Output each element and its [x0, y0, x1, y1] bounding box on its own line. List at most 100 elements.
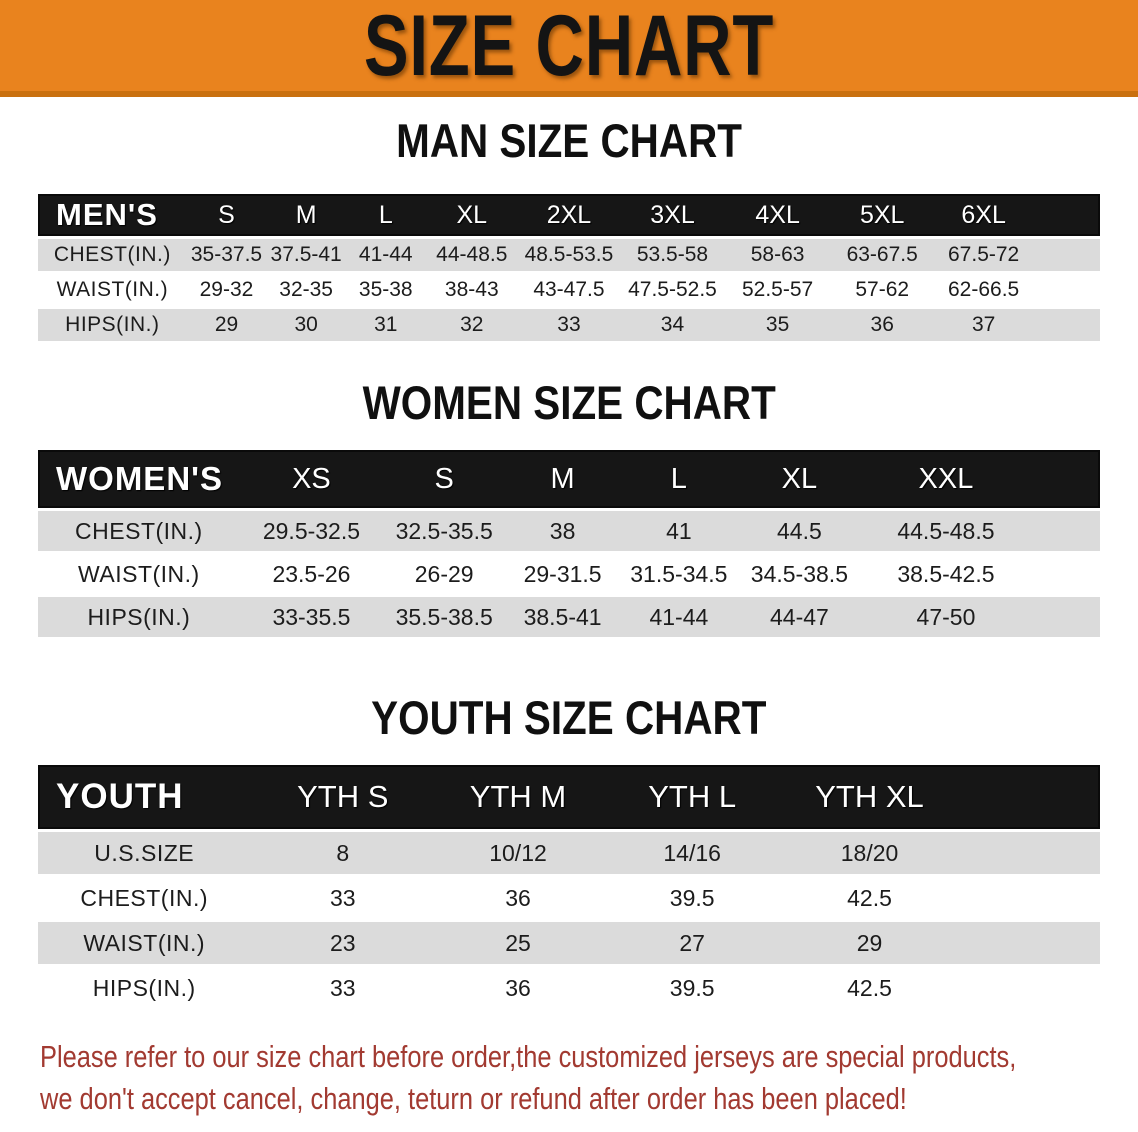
size-column-header: YTH M — [435, 765, 601, 829]
size-value-cell: 67.5-72 — [934, 239, 1033, 271]
size-value-cell: 62-66.5 — [934, 274, 1033, 306]
youth-chart-heading-text: YOUTH SIZE CHART — [371, 691, 767, 744]
size-value-cell: 35-38 — [345, 274, 426, 306]
size-column-header: 5XL — [830, 194, 935, 236]
row-label: CHEST(IN.) — [38, 877, 251, 919]
size-value-cell: 58-63 — [725, 239, 831, 271]
measurement-row: WAIST(IN.) 29-32 32-35 35-38 38-43 43-47.5 47.… — [38, 274, 1100, 306]
size-value-cell: 43-47.5 — [517, 274, 620, 306]
size-value-cell: 31.5-34.5 — [619, 554, 738, 594]
measurement-row: CHEST(IN.) 33 36 39.5 42.5 — [38, 877, 1100, 919]
size-value-cell: 47-50 — [861, 597, 1031, 637]
measurement-row: HIPS(IN.) 33 36 39.5 42.5 — [38, 967, 1100, 1009]
row-label: HIPS(IN.) — [38, 967, 251, 1009]
size-header-row: YOUTH YTH S YTH M YTH L YTH XL — [38, 765, 1100, 829]
table-title-cell: YOUTH — [38, 765, 251, 829]
measurement-row: WAIST(IN.) 23 25 27 29 — [38, 922, 1100, 964]
size-column-header: 4XL — [725, 194, 831, 236]
women-chart-heading: WOMEN SIZE CHART — [0, 377, 1138, 429]
size-value-cell: 41-44 — [345, 239, 426, 271]
size-value-cell: 41 — [619, 511, 738, 551]
size-column-header: L — [619, 450, 738, 508]
size-value-cell: 38.5-41 — [505, 597, 620, 637]
size-value-cell: 29-32 — [186, 274, 267, 306]
size-value-cell: 42.5 — [783, 967, 956, 1009]
size-value-cell: 36 — [830, 309, 935, 341]
measurement-row: HIPS(IN.) 29 30 31 32 33 34 35 36 37 — [38, 309, 1100, 341]
size-value-cell: 47.5-52.5 — [619, 274, 726, 306]
table-title-cell: MEN'S — [38, 194, 187, 236]
size-value-cell: 32.5-35.5 — [383, 511, 506, 551]
size-column-header: M — [266, 194, 346, 236]
size-value-cell: 35-37.5 — [186, 239, 267, 271]
size-value-cell: 33 — [250, 877, 436, 919]
size-value-cell: 18/20 — [783, 832, 956, 874]
size-value-cell: 33 — [250, 967, 436, 1009]
size-value-cell: 44-47 — [737, 597, 861, 637]
size-value-cell: 25 — [435, 922, 601, 964]
size-value-cell: 44.5 — [737, 511, 861, 551]
size-value-cell: 29-31.5 — [505, 554, 620, 594]
size-value-cell: 36 — [435, 967, 601, 1009]
filler-cell — [1030, 597, 1100, 637]
men-size-table: MEN'S S M L XL 2XL 3XL 4XL 5XL 6XL CHEST(IN.) 35-37… — [38, 191, 1100, 344]
size-value-cell: 32 — [425, 309, 518, 341]
size-value-cell: 57-62 — [830, 274, 935, 306]
size-value-cell: 63-67.5 — [830, 239, 935, 271]
size-header-row: MEN'S S M L XL 2XL 3XL 4XL 5XL 6XL — [38, 194, 1100, 236]
row-label: WAIST(IN.) — [38, 922, 251, 964]
filler-cell — [1030, 554, 1100, 594]
size-chart-banner: SIZE CHART — [0, 0, 1138, 97]
men-chart-heading: MAN SIZE CHART — [0, 115, 1138, 167]
size-value-cell: 23.5-26 — [239, 554, 384, 594]
size-value-cell: 29 — [783, 922, 956, 964]
size-value-cell: 44-48.5 — [425, 239, 518, 271]
filler-cell — [1033, 309, 1100, 341]
size-value-cell: 34 — [619, 309, 726, 341]
filler-cell — [1033, 274, 1100, 306]
measurement-row: CHEST(IN.) 35-37.5 37.5-41 41-44 44-48.5 48.5… — [38, 239, 1100, 271]
size-value-cell: 30 — [266, 309, 346, 341]
size-value-cell: 8 — [250, 832, 436, 874]
size-value-cell: 39.5 — [600, 877, 784, 919]
size-column-header: XL — [737, 450, 861, 508]
size-column-header: L — [345, 194, 426, 236]
size-header-row: WOMEN'S XS S M L XL XXL — [38, 450, 1100, 508]
size-value-cell: 35 — [725, 309, 831, 341]
filler-cell — [1033, 239, 1100, 271]
measurement-row: U.S.SIZE 8 10/12 14/16 18/20 — [38, 832, 1100, 874]
size-column-header: M — [505, 450, 620, 508]
measurement-row: WAIST(IN.) 23.5-26 26-29 29-31.5 31.5-34.5 34… — [38, 554, 1100, 594]
order-disclaimer: Please refer to our size chart before or… — [40, 1036, 1138, 1120]
size-column-header: 6XL — [934, 194, 1033, 236]
size-value-cell: 31 — [345, 309, 426, 341]
size-value-cell: 29 — [186, 309, 267, 341]
men-chart-heading-text: MAN SIZE CHART — [396, 114, 742, 167]
size-value-cell: 34.5-38.5 — [737, 554, 861, 594]
size-value-cell: 44.5-48.5 — [861, 511, 1031, 551]
size-value-cell: 37.5-41 — [266, 239, 346, 271]
size-value-cell: 38 — [505, 511, 620, 551]
youth-size-table: YOUTH YTH S YTH M YTH L YTH XL U.S.SIZE 8 10/12… — [38, 762, 1100, 1012]
row-label: CHEST(IN.) — [38, 511, 240, 551]
size-column-header: 3XL — [619, 194, 726, 236]
filler-cell — [1033, 194, 1100, 236]
size-value-cell: 36 — [435, 877, 601, 919]
size-value-cell: 33-35.5 — [239, 597, 384, 637]
filler-cell — [955, 877, 1100, 919]
size-value-cell: 42.5 — [783, 877, 956, 919]
size-value-cell: 35.5-38.5 — [383, 597, 506, 637]
size-value-cell: 10/12 — [435, 832, 601, 874]
size-value-cell: 39.5 — [600, 967, 784, 1009]
size-value-cell: 38.5-42.5 — [861, 554, 1031, 594]
size-value-cell: 27 — [600, 922, 784, 964]
size-value-cell: 53.5-58 — [619, 239, 726, 271]
women-chart-heading-text: WOMEN SIZE CHART — [362, 376, 776, 429]
filler-cell — [955, 967, 1100, 1009]
row-label: HIPS(IN.) — [38, 309, 187, 341]
filler-cell — [1030, 450, 1100, 508]
banner-title: SIZE CHART — [363, 0, 775, 94]
size-column-header: S — [186, 194, 267, 236]
size-value-cell: 52.5-57 — [725, 274, 831, 306]
size-value-cell: 37 — [934, 309, 1033, 341]
